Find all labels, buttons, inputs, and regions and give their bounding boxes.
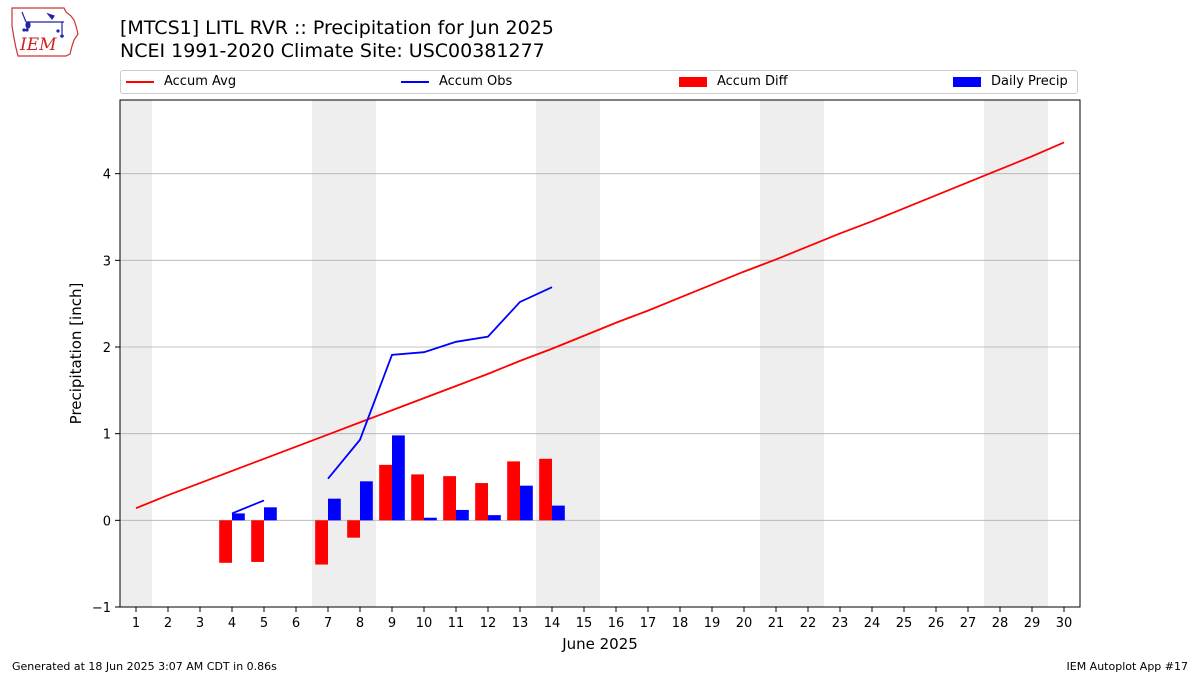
ytick-label-2: 2 [103, 341, 111, 356]
xtick-label-29: 29 [1024, 616, 1041, 631]
lines [135, 141, 1065, 515]
daily-precip-bar-day-4 [232, 513, 245, 521]
daily-precip-bar-day-10 [424, 517, 437, 521]
ytick-label--1: −1 [92, 601, 111, 616]
daily-precip-bar-day-12 [488, 515, 501, 521]
xtick-label-15: 15 [576, 616, 593, 631]
chart-legend: Accum Avg Accum Obs Accum Diff Daily Pre… [120, 70, 1078, 94]
legend-swatch-accum-diff [679, 76, 707, 87]
xtick-label-14: 14 [544, 616, 561, 631]
xtick-label-24: 24 [864, 616, 881, 631]
xtick-label-28: 28 [992, 616, 1009, 631]
xtick-label-4: 4 [228, 616, 236, 631]
xtick-label-26: 26 [928, 616, 945, 631]
accum-diff-bar-day-7 [315, 520, 328, 565]
ytick-label-3: 3 [103, 254, 111, 269]
xtick-label-12: 12 [480, 616, 497, 631]
accum-avg-line [135, 141, 1065, 510]
daily-precip-bar-day-13 [520, 485, 533, 521]
weekend-shade-day-15 [568, 100, 600, 607]
xtick-label-30: 30 [1056, 616, 1073, 631]
generated-timestamp: Generated at 18 Jun 2025 3:07 AM CDT in … [12, 660, 277, 673]
accum-diff-bar-day-12 [475, 483, 488, 521]
daily-precip-bar-day-7 [328, 498, 341, 521]
plot-area-frame [119, 99, 1081, 608]
weekend-shade-day-29 [1016, 100, 1048, 607]
legend-label-accum-obs: Accum Obs [439, 74, 513, 89]
legend-item-accum-obs: Accum Obs [401, 74, 512, 89]
legend-label-accum-avg: Accum Avg [164, 74, 237, 89]
y-axis-label: Precipitation [inch] [67, 283, 85, 425]
daily-precip-bar-day-11 [456, 509, 469, 521]
xtick-label-2: 2 [164, 616, 172, 631]
xtick-label-9: 9 [388, 616, 396, 631]
legend-label-daily-precip: Daily Precip [991, 74, 1068, 89]
xtick-label-25: 25 [896, 616, 913, 631]
daily-precip-bar-day-14 [552, 505, 565, 521]
accum-diff-bar-day-5 [251, 520, 264, 562]
accum-diff-bar-day-13 [507, 461, 520, 521]
legend-item-daily-precip: Daily Precip [953, 74, 1068, 89]
chart-title: [MTCS1] LITL RVR :: Precipitation for Ju… [120, 17, 554, 39]
accum-diff-bar-day-10 [411, 474, 424, 521]
accum-diff-bar-day-9 [379, 464, 392, 521]
xtick-label-21: 21 [768, 616, 785, 631]
xtick-label-17: 17 [640, 616, 657, 631]
xtick-label-27: 27 [960, 616, 977, 631]
legend-swatch-accum-avg [126, 80, 154, 83]
weekend-shade-day-21 [760, 100, 792, 607]
accum-diff-bar-day-8 [347, 520, 360, 538]
legend-item-accum-avg: Accum Avg [126, 74, 236, 89]
xtick-label-19: 19 [704, 616, 721, 631]
weekend-shade-day-28 [984, 100, 1016, 607]
chart-subtitle: NCEI 1991-2020 Climate Site: USC00381277 [120, 40, 545, 62]
accum-obs-line-segment-2 [327, 286, 553, 480]
xtick-label-18: 18 [672, 616, 689, 631]
xtick-label-7: 7 [324, 616, 332, 631]
iem-logo: IEM [11, 7, 79, 57]
bars [219, 435, 565, 565]
x-axis-label: June 2025 [561, 635, 638, 653]
legend-item-accum-diff: Accum Diff [679, 74, 788, 89]
xtick-label-5: 5 [260, 616, 268, 631]
xtick-label-10: 10 [416, 616, 433, 631]
xtick-label-23: 23 [832, 616, 849, 631]
xtick-label-20: 20 [736, 616, 753, 631]
y-axis-ticks: −1 0 1 2 3 4 [92, 168, 120, 616]
xtick-label-16: 16 [608, 616, 625, 631]
ytick-label-4: 4 [103, 168, 111, 183]
daily-precip-bar-day-8 [360, 481, 373, 521]
xtick-label-13: 13 [512, 616, 529, 631]
xtick-label-8: 8 [356, 616, 364, 631]
weekend-shade-day-1 [120, 100, 152, 607]
iowa-outline [11, 7, 79, 57]
accum-diff-bar-day-14 [539, 458, 552, 521]
legend-label-accum-diff: Accum Diff [717, 74, 788, 89]
xtick-label-6: 6 [292, 616, 300, 631]
app-credit: IEM Autoplot App #17 [1066, 660, 1189, 673]
ytick-label-0: 0 [103, 514, 111, 529]
ytick-label-1: 1 [103, 428, 111, 443]
daily-precip-bar-day-5 [264, 507, 277, 521]
legend-swatch-daily-precip [953, 76, 981, 87]
logo-text: IEM [19, 35, 57, 55]
daily-precip-bar-day-9 [392, 435, 405, 521]
xtick-label-1: 1 [132, 616, 140, 631]
x-axis-ticks: 1 2 3 4 5 6 7 8 9 10 11 12 13 14 15 16 17 18 19 20 21 22 23 24 2… [132, 607, 1072, 631]
xtick-label-3: 3 [196, 616, 204, 631]
accum-obs-line-segment-1 [231, 499, 265, 515]
weather-symbols-icon [21, 11, 64, 38]
accum-diff-bar-day-4 [219, 520, 232, 563]
xtick-label-22: 22 [800, 616, 817, 631]
weekend-shade-day-22 [792, 100, 824, 607]
accum-diff-bar-day-11 [443, 476, 456, 521]
legend-swatch-accum-obs [401, 80, 429, 83]
xtick-label-11: 11 [448, 616, 465, 631]
